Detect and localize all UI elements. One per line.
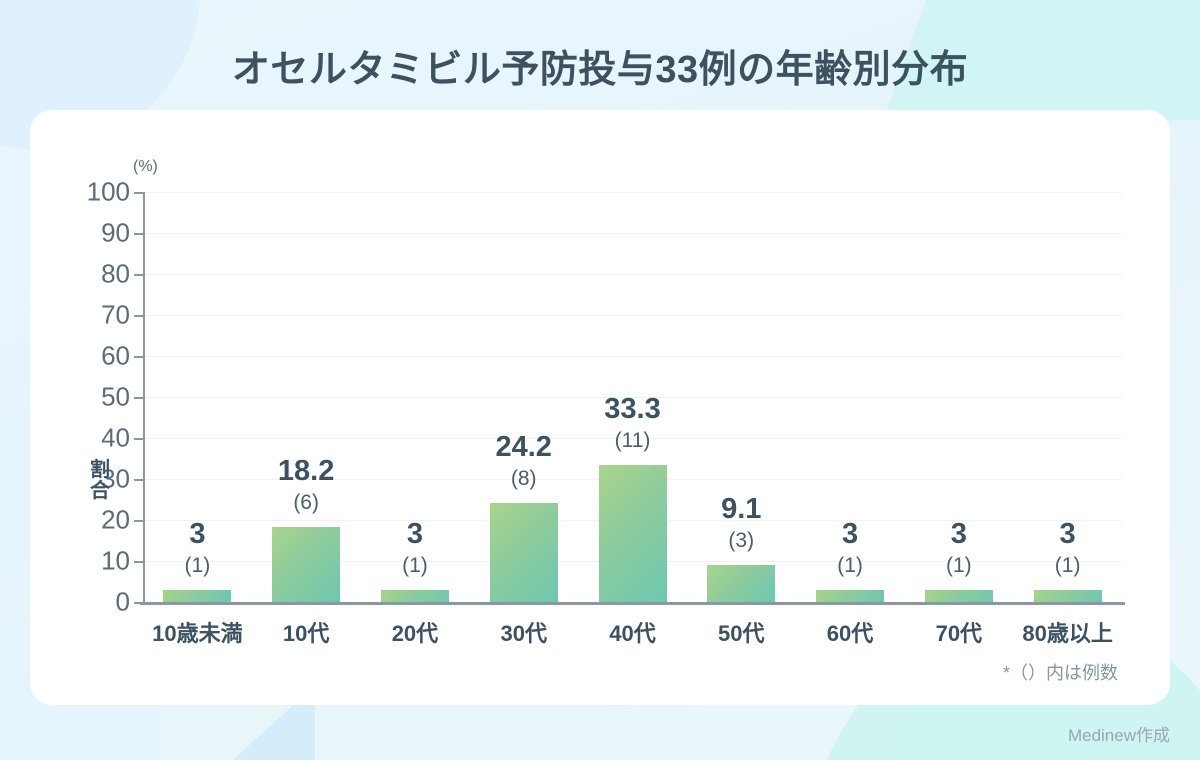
gridline (145, 315, 1122, 316)
bar-10歳未満[interactable] (163, 589, 232, 602)
gridline (145, 438, 1122, 439)
bar-count-label: (1) (402, 553, 428, 577)
y-tick-label: 70 (101, 299, 130, 330)
x-axis-label-20代: 20代 (391, 621, 439, 646)
bar-count-label: (1) (184, 553, 211, 577)
bar-50代[interactable] (707, 564, 776, 602)
bar-30代[interactable] (489, 502, 558, 602)
gridline (145, 233, 1122, 234)
credit-label: Medinew作成 (1067, 726, 1170, 745)
y-tick-label: 100 (86, 176, 130, 207)
x-axis-label-30代: 30代 (500, 621, 547, 646)
gridline (145, 274, 1122, 275)
y-tick-mark (134, 438, 143, 440)
plot-area: 0 10 20 30 40 50 60 70 80 90 100 (1) 3 (6) 18.2 (1) 3 (8… (87, 177, 1125, 646)
y-tick-label: 40 (101, 422, 130, 453)
bar-60代[interactable] (816, 589, 885, 602)
chart-card: (%) 割合 0 10 20 30 40 50 60 70 80 90 100 (1) 3 (6) 18.… (30, 110, 1170, 705)
bar-value-label: 3 (950, 517, 967, 550)
bar-value-label: 18.2 (277, 455, 335, 488)
bar-value-label: 3 (406, 517, 423, 550)
gridline (145, 397, 1122, 398)
x-axis-label-80歳以上: 80歳以上 (1022, 621, 1113, 646)
x-axis-label-40代: 40代 (609, 621, 656, 646)
y-axis-unit-label: (%) (133, 158, 158, 175)
x-axis-label-50代: 50代 (718, 621, 765, 646)
y-tick-mark (134, 274, 143, 276)
bar-20代[interactable] (380, 589, 449, 602)
x-axis-line (140, 602, 1125, 605)
bar-value-label: 24.2 (495, 430, 552, 463)
bar-value-label: 3 (1059, 517, 1076, 550)
x-axis-label-10歳未満: 10歳未満 (152, 621, 243, 646)
y-tick-mark (134, 397, 143, 399)
bar-count-label: (8) (510, 466, 537, 490)
bar-count-label: (3) (728, 528, 755, 552)
bar-80歳以上[interactable] (1033, 589, 1102, 602)
y-tick-label: 20 (101, 504, 130, 535)
y-axis-title: 割合 (90, 459, 110, 502)
bar-40代[interactable] (598, 465, 667, 602)
y-tick-mark (134, 561, 143, 563)
bar-count-label: (11) (614, 429, 651, 453)
y-tick-label: 90 (101, 217, 130, 248)
y-tick-mark (134, 233, 143, 235)
y-tick-mark (134, 315, 143, 317)
y-tick-mark (134, 192, 143, 194)
bar-value-label: 3 (841, 517, 859, 550)
bar-70代[interactable] (924, 589, 993, 602)
y-tick-label: 0 (115, 586, 130, 617)
chart-footnote: *（）内は例数 (1002, 663, 1118, 683)
y-tick-label: 50 (101, 381, 130, 412)
bar-value-label: 9.1 (721, 492, 762, 525)
bar-count-label: (6) (293, 491, 319, 515)
bar-count-label: (1) (837, 553, 863, 577)
y-tick-mark (134, 356, 143, 358)
chart-title: オセルタミビル予防投与33例の年齢別分布 (231, 49, 969, 91)
bar-value-label: 33.3 (604, 393, 661, 426)
y-tick-label: 30 (101, 463, 130, 494)
bar-count-label: (1) (945, 553, 972, 577)
y-tick-label: 60 (101, 340, 130, 371)
y-tick-mark (134, 602, 143, 604)
x-axis-label-10代: 10代 (282, 621, 330, 646)
bar-10代[interactable] (272, 527, 341, 602)
y-tick-label: 10 (101, 545, 130, 576)
y-tick-mark (134, 479, 143, 481)
y-tick-label: 80 (101, 258, 130, 289)
bar-count-label: (1) (1054, 553, 1081, 577)
y-tick-mark (134, 520, 143, 522)
gridline (145, 192, 1122, 193)
y-axis-line (143, 192, 145, 602)
gridline (145, 356, 1122, 357)
bar-value-label: 3 (189, 517, 206, 550)
